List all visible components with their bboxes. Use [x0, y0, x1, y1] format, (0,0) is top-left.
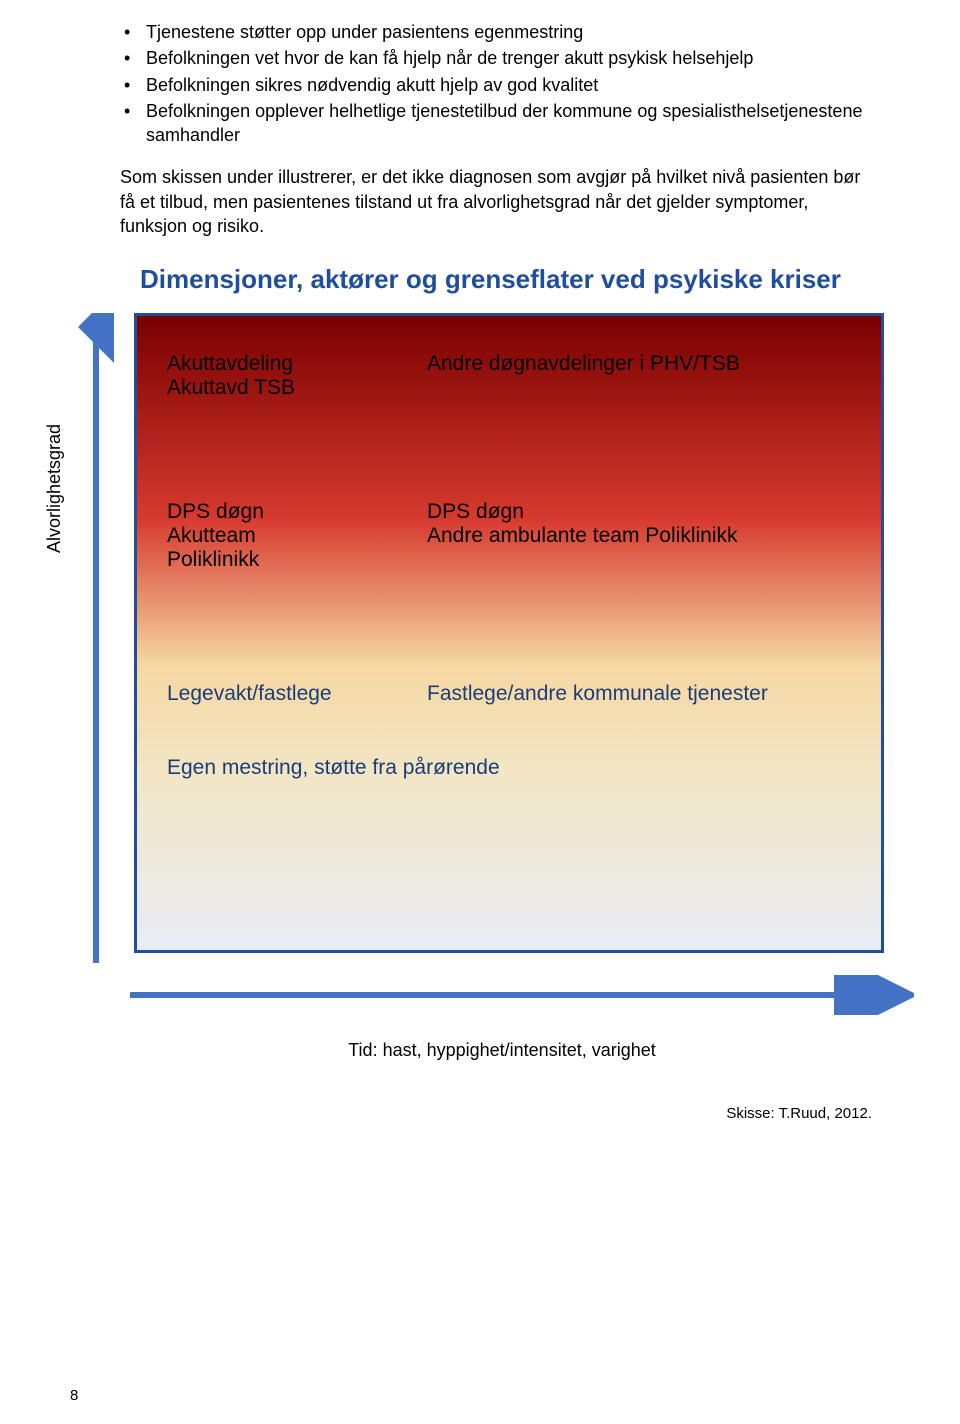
- chart-text: DPS døgn: [167, 500, 427, 524]
- chart-text: Andre døgnavdelinger i PHV/TSB: [427, 352, 851, 376]
- bullet-list: Tjenestene støtter opp under pasientens …: [120, 20, 880, 147]
- chart-text: Poliklinikk: [167, 548, 427, 572]
- credit-text: Skisse: T.Ruud, 2012.: [64, 1105, 872, 1122]
- chart-cell: Fastlege/andre kommunale tjenester: [427, 682, 851, 706]
- bullet-item: Befolkningen vet hvor de kan få hjelp nå…: [120, 46, 880, 70]
- x-axis-arrow-icon: [124, 975, 914, 1015]
- y-axis-arrow-icon: [76, 313, 116, 973]
- page-number: 8: [70, 1387, 78, 1404]
- chart-text: Akuttavdeling: [167, 352, 427, 376]
- bullet-item: Befolkningen opplever helhetlige tjenest…: [120, 99, 880, 148]
- chart-cell: Legevakt/fastlege: [167, 682, 427, 706]
- chart-box: Akuttavdeling Akuttavd TSB Andre døgnavd…: [134, 313, 884, 953]
- chart-text: Andre ambulante team Poliklinikk: [427, 524, 851, 548]
- y-axis-label: Alvorlighetsgrad: [44, 424, 65, 553]
- chart-row-bottom: Egen mestring, støtte fra pårørende: [167, 756, 851, 780]
- chart-text: Legevakt/fastlege: [167, 682, 427, 706]
- chart-text: Egen mestring, støtte fra pårørende: [167, 756, 500, 780]
- bullet-item: Befolkningen sikres nødvendig akutt hjel…: [120, 73, 880, 97]
- chart-cell: DPS døgn Andre ambulante team Poliklinik…: [427, 500, 851, 572]
- chart-row-low: Legevakt/fastlege Fastlege/andre kommuna…: [167, 682, 851, 706]
- chart-row-top: Akuttavdeling Akuttavd TSB Andre døgnavd…: [167, 352, 851, 400]
- chart-row-mid: DPS døgn Akutteam Poliklinikk DPS døgn A…: [167, 500, 851, 572]
- x-axis-label: Tid: hast, hyppighet/intensitet, varighe…: [124, 1040, 880, 1061]
- chart-text: Akutteam: [167, 524, 427, 548]
- chart-text: Fastlege/andre kommunale tjenester: [427, 682, 851, 706]
- chart-text: DPS døgn: [427, 500, 851, 524]
- chart-title: Dimensjoner, aktører og grenseflater ved…: [140, 264, 880, 295]
- chart-cell: Egen mestring, støtte fra pårørende: [167, 756, 500, 780]
- chart-cell: Akuttavdeling Akuttavd TSB: [167, 352, 427, 400]
- chart-container: Alvorlighetsgrad Akuttavdeling Akuttavd …: [64, 313, 880, 1122]
- chart-cell: DPS døgn Akutteam Poliklinikk: [167, 500, 427, 572]
- body-paragraph: Som skissen under illustrerer, er det ik…: [120, 165, 880, 238]
- chart-cell: Andre døgnavdelinger i PHV/TSB: [427, 352, 851, 400]
- document-page: Tjenestene støtter opp under pasientens …: [0, 0, 960, 1142]
- bullet-item: Tjenestene støtter opp under pasientens …: [120, 20, 880, 44]
- chart-text: Akuttavd TSB: [167, 376, 427, 400]
